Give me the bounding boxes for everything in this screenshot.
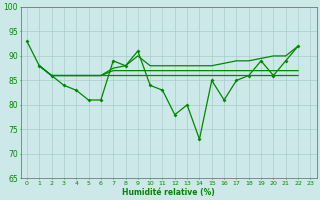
X-axis label: Humidité relative (%): Humidité relative (%) bbox=[122, 188, 215, 197]
